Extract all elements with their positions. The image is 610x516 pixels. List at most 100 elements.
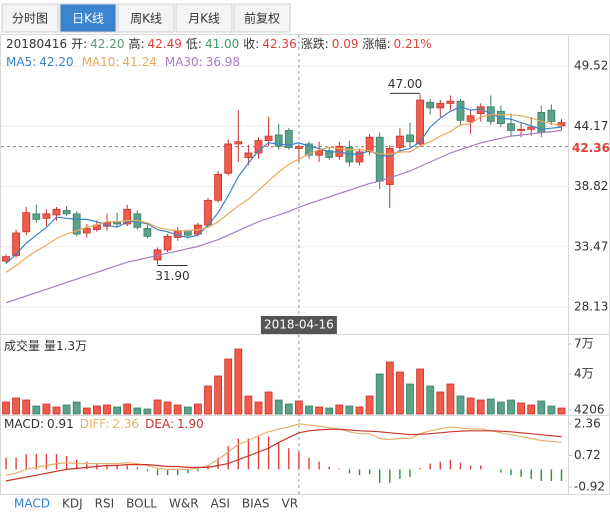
legend-name: MA5: — [6, 55, 36, 69]
tab-label: 周K线 — [130, 12, 162, 26]
volume-bar — [52, 406, 61, 415]
volume-bar — [123, 403, 132, 415]
tab[interactable]: 日K线 — [59, 3, 117, 33]
volume-bar — [294, 400, 303, 415]
volume-bar — [446, 383, 455, 415]
y-tick-label: 33.47 — [574, 239, 608, 253]
tab-bg — [1, 3, 59, 33]
volume-bar — [385, 361, 394, 415]
candle-body — [234, 141, 243, 145]
volume-bar — [476, 399, 485, 415]
volume-bar — [527, 404, 536, 415]
tab[interactable]: 前复权 — [233, 3, 291, 33]
candle-body — [385, 148, 394, 185]
tab[interactable]: 分时图 — [1, 3, 59, 33]
tab-label: 月K线 — [188, 12, 220, 26]
candle-body — [294, 146, 303, 149]
candle-body — [466, 115, 475, 122]
volume-bar — [315, 406, 324, 415]
candle-body — [274, 134, 283, 147]
volume-bar — [406, 383, 414, 415]
candle-body — [315, 150, 324, 156]
tab-label: 前复权 — [244, 11, 280, 26]
indicator-tab[interactable]: RSI — [95, 497, 115, 511]
indicator-tab[interactable]: BIAS — [242, 497, 270, 511]
indicator-tab[interactable]: ASI — [211, 497, 230, 511]
volume-bar — [466, 397, 475, 415]
info-label: 涨跌: — [301, 36, 329, 51]
indicator-tab[interactable]: VR — [282, 497, 299, 511]
candle-body — [416, 99, 425, 145]
tab[interactable]: 月K线 — [175, 3, 233, 33]
volume-bar — [537, 400, 546, 415]
volume-bar — [234, 348, 243, 415]
candle-body — [42, 213, 51, 219]
legend-value: 41.24 — [122, 55, 156, 69]
candle-body — [22, 212, 31, 233]
annotation: 47.00 — [388, 77, 422, 91]
volume-bar — [426, 385, 435, 415]
candle-body — [183, 230, 192, 236]
volume-bar — [355, 406, 364, 415]
volume-bar — [395, 371, 404, 415]
y-tick-label: 28.13 — [574, 299, 608, 313]
volume-bar — [153, 399, 162, 415]
tab-bg — [233, 3, 291, 33]
candle-body — [507, 123, 515, 131]
info-value: 42.20 — [90, 37, 124, 51]
y-tick-label: 4万 — [574, 367, 594, 381]
volume-bar — [72, 401, 81, 415]
candle-body — [254, 140, 263, 154]
candle-body — [244, 152, 253, 158]
candle-body — [12, 232, 21, 256]
candle-body — [446, 100, 455, 104]
legend-name: MA30: — [165, 55, 203, 69]
date-label: 2018-04-16 — [264, 318, 334, 332]
y-tick-label: 49.52 — [574, 59, 608, 73]
info-label: 高: — [128, 36, 144, 51]
legend-value: 1.90 — [177, 417, 204, 431]
y-tick-label: -0.92 — [574, 480, 605, 494]
candle-body — [395, 135, 404, 148]
candle-body — [365, 136, 374, 153]
candle-body — [2, 256, 10, 262]
volume-bar — [163, 401, 172, 415]
info-date: 20180416 — [6, 37, 67, 51]
volume-bar — [42, 403, 51, 415]
indicator-tab[interactable]: MACD — [14, 497, 50, 511]
volume-bar — [496, 401, 505, 415]
volume-bar — [345, 405, 354, 415]
legend-value: 2.36 — [112, 417, 139, 431]
indicator-tab[interactable]: BOLL — [126, 497, 157, 511]
candle-body — [375, 136, 384, 182]
y-tick-label: 0.72 — [574, 448, 601, 462]
volume-bar — [183, 406, 192, 415]
legend-value: 36.98 — [206, 55, 240, 69]
volume-bar — [244, 395, 253, 415]
volume-bar — [254, 401, 263, 415]
candle-body — [214, 173, 223, 201]
y-tick-label: 38.82 — [574, 179, 608, 193]
volume-bar — [335, 404, 344, 415]
legend-name: DEA: — [145, 417, 174, 431]
candle-body — [163, 235, 172, 251]
indicator-tab[interactable]: KDJ — [62, 497, 83, 511]
candle-body — [355, 151, 364, 163]
volume-bar — [325, 407, 334, 415]
candle-body — [72, 213, 81, 235]
tab[interactable]: 周K线 — [117, 3, 175, 33]
indicator-tab[interactable]: W&R — [169, 497, 199, 511]
candle-body — [62, 210, 71, 215]
volume-bar — [143, 408, 152, 415]
candle-body — [517, 128, 525, 131]
candle-body — [557, 122, 566, 127]
volume-bar — [193, 403, 202, 415]
candle-body — [32, 213, 41, 220]
volume-bar — [32, 405, 41, 415]
candle-body — [52, 208, 61, 216]
volume-bar — [284, 403, 293, 415]
tab-bg — [117, 3, 175, 33]
candle-body — [123, 208, 132, 225]
candle-body — [335, 145, 344, 157]
